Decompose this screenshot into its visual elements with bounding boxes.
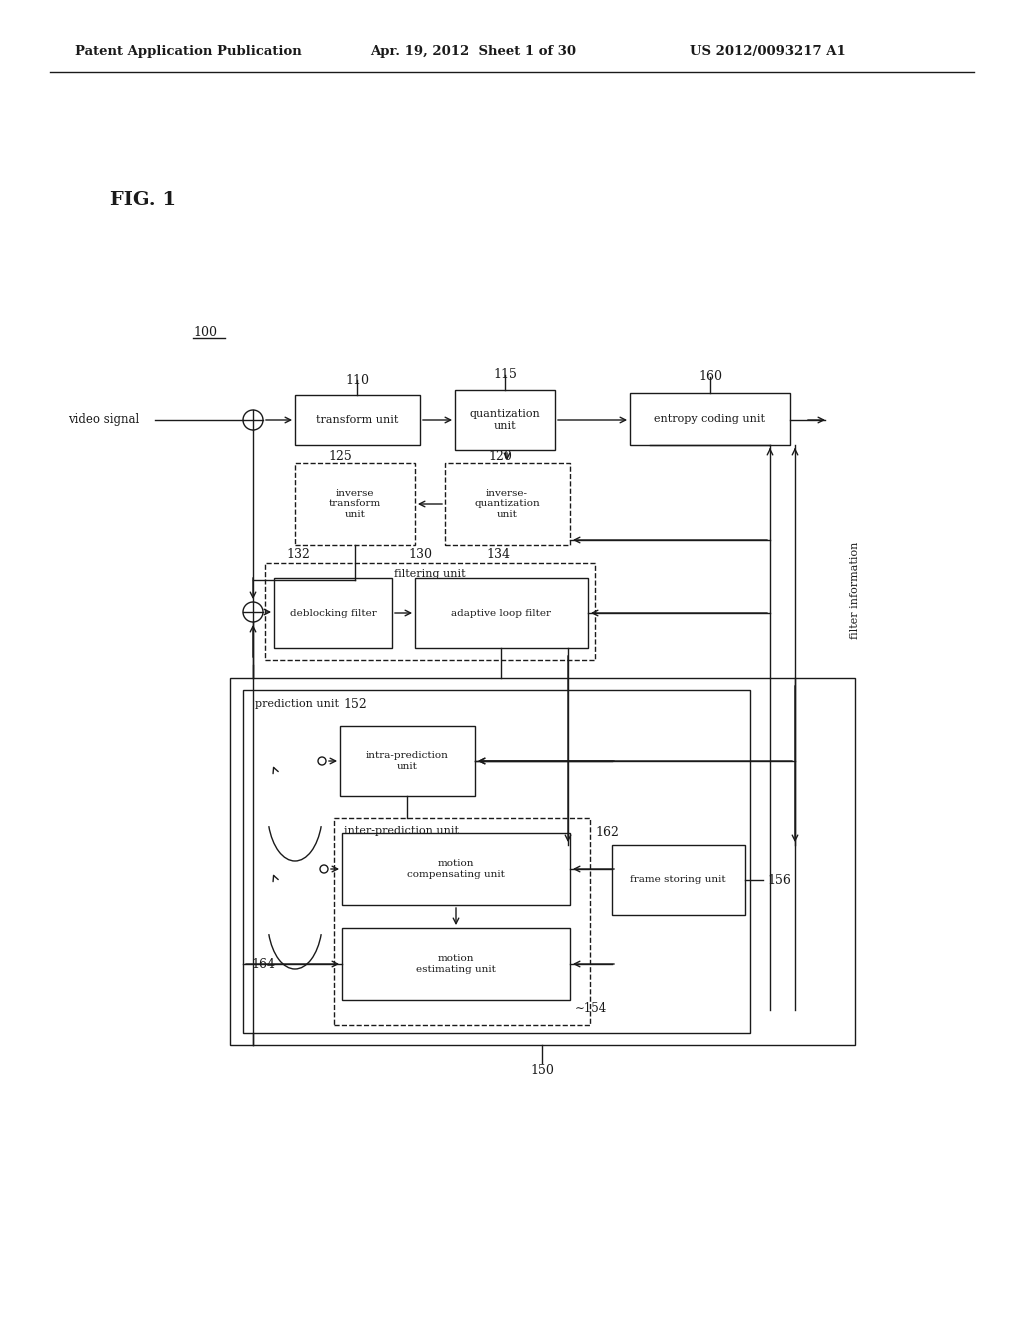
Bar — [230, 678, 855, 1045]
Text: inverse-
quantization
unit: inverse- quantization unit — [474, 490, 540, 519]
Text: inverse
transform
unit: inverse transform unit — [329, 490, 381, 519]
Bar — [415, 578, 588, 648]
Text: inter-prediction unit: inter-prediction unit — [344, 826, 459, 836]
Bar — [445, 463, 570, 545]
Text: 162: 162 — [595, 825, 618, 838]
Bar — [274, 578, 392, 648]
Text: frame storing unit: frame storing unit — [630, 875, 726, 884]
Text: adaptive loop filter: adaptive loop filter — [451, 609, 551, 618]
Text: US 2012/0093217 A1: US 2012/0093217 A1 — [690, 45, 846, 58]
Text: 134: 134 — [486, 549, 510, 561]
Text: Apr. 19, 2012  Sheet 1 of 30: Apr. 19, 2012 Sheet 1 of 30 — [370, 45, 575, 58]
Text: filter information: filter information — [850, 541, 860, 639]
Text: 130: 130 — [408, 549, 432, 561]
Text: prediction unit: prediction unit — [255, 700, 339, 709]
Text: 132: 132 — [286, 549, 310, 561]
Text: 120: 120 — [488, 450, 512, 462]
Text: deblocking filter: deblocking filter — [290, 609, 377, 618]
Bar — [342, 928, 570, 1001]
Text: transform unit: transform unit — [315, 414, 398, 425]
Text: filtering unit: filtering unit — [394, 569, 466, 579]
Text: 125: 125 — [328, 450, 352, 462]
Text: ∼154: ∼154 — [575, 1002, 607, 1015]
Text: Patent Application Publication: Patent Application Publication — [75, 45, 302, 58]
Bar — [243, 690, 750, 1034]
Text: FIG. 1: FIG. 1 — [110, 191, 176, 209]
Text: quantization
unit: quantization unit — [470, 409, 541, 430]
Bar — [340, 726, 475, 796]
Text: 156: 156 — [767, 874, 791, 887]
Text: 115: 115 — [494, 368, 517, 381]
Text: 100: 100 — [193, 326, 217, 338]
Bar — [295, 463, 415, 545]
Bar — [342, 833, 570, 906]
Text: 160: 160 — [698, 371, 722, 384]
Bar — [630, 393, 790, 445]
Text: motion
compensating unit: motion compensating unit — [408, 859, 505, 879]
Text: video signal: video signal — [68, 413, 139, 426]
Text: 110: 110 — [345, 374, 369, 387]
Bar — [265, 564, 595, 660]
Bar — [295, 395, 420, 445]
Text: entropy coding unit: entropy coding unit — [654, 414, 766, 424]
Bar — [612, 845, 745, 915]
Bar — [455, 389, 555, 450]
Text: 164: 164 — [251, 957, 275, 970]
Text: 152: 152 — [343, 697, 367, 710]
Bar — [334, 818, 590, 1026]
Text: motion
estimating unit: motion estimating unit — [416, 954, 496, 974]
Text: 150: 150 — [530, 1064, 554, 1077]
Text: intra-prediction
unit: intra-prediction unit — [366, 751, 449, 771]
